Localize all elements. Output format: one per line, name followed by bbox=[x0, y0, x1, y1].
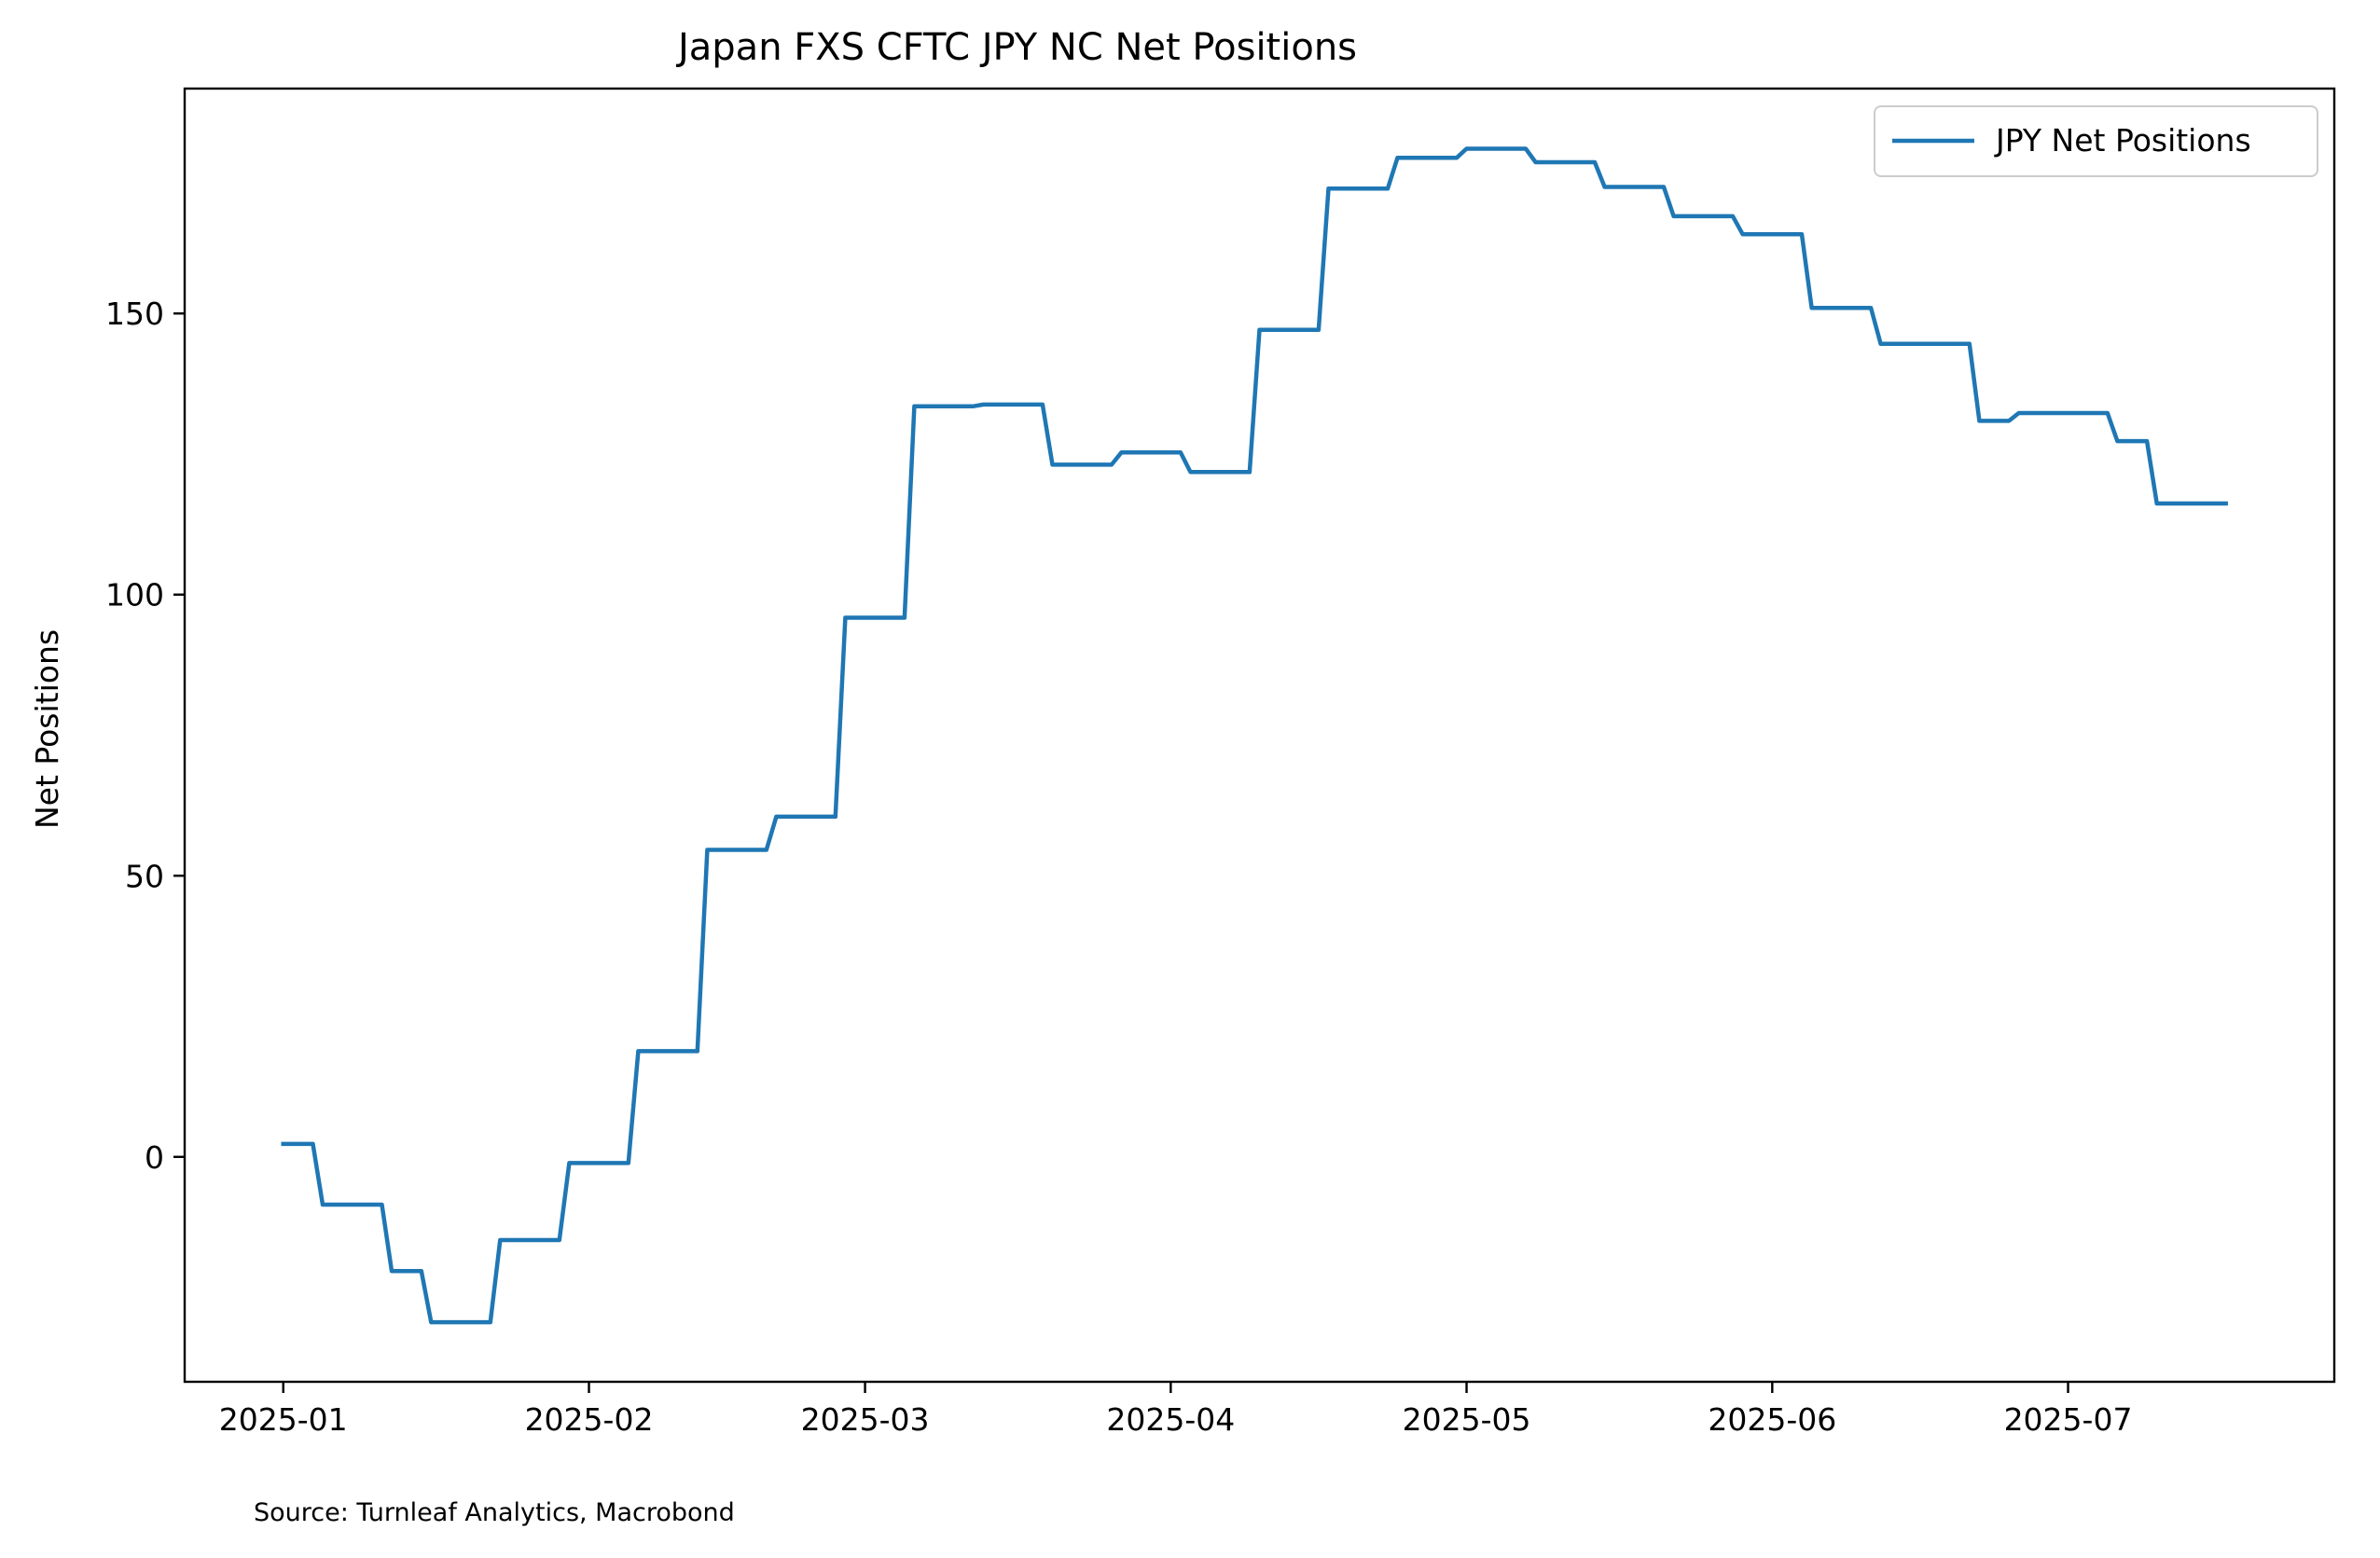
x-tick-label-4: 2025-05 bbox=[1403, 1401, 1531, 1438]
x-tick-label-1: 2025-02 bbox=[525, 1401, 654, 1438]
chart-title: Japan FXS CFTC JPY NC Net Positions bbox=[675, 26, 1357, 69]
legend-label: JPY Net Positions bbox=[1994, 122, 2251, 159]
y-axis-label: Net Positions bbox=[29, 629, 65, 829]
legend-box bbox=[1874, 105, 2318, 177]
x-tick-label-0: 2025-01 bbox=[219, 1401, 348, 1438]
source-note: Source: Turnleaf Analytics, Macrobond bbox=[254, 1498, 735, 1527]
y-tick-label-2: 100 bbox=[105, 577, 164, 614]
plot-frame bbox=[183, 87, 2336, 1384]
x-tick-label-6: 2025-07 bbox=[2004, 1401, 2133, 1438]
x-tick-label-2: 2025-03 bbox=[801, 1401, 930, 1438]
x-tick-label-3: 2025-04 bbox=[1106, 1401, 1235, 1438]
y-tick-label-0: 0 bbox=[145, 1139, 164, 1176]
legend: JPY Net Positions bbox=[1874, 105, 2318, 177]
y-tick-label-3: 150 bbox=[105, 296, 164, 332]
y-tick-label-1: 50 bbox=[125, 858, 164, 894]
x-tick-label-5: 2025-06 bbox=[1708, 1401, 1836, 1438]
series-line-0 bbox=[281, 146, 2228, 1325]
